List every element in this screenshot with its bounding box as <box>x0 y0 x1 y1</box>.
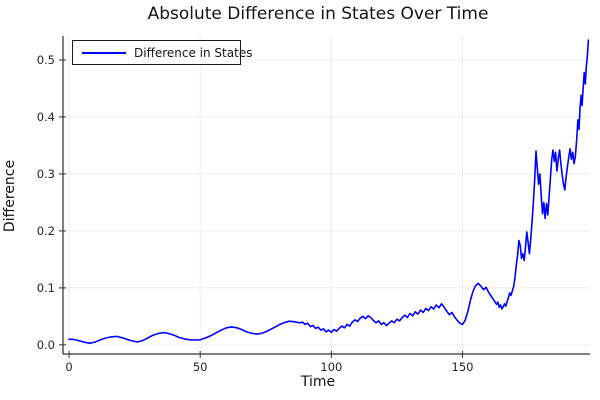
x-tick-label: 50 <box>193 360 208 374</box>
y-tick-label: 0.1 <box>37 281 55 295</box>
x-tick-label: 0 <box>65 360 72 374</box>
x-tick-label: 150 <box>452 360 474 374</box>
legend: Difference in States <box>72 40 252 65</box>
legend-line-sample <box>82 51 126 54</box>
y-axis-label: Difference <box>2 159 18 233</box>
y-tick-label: 0.4 <box>37 110 55 124</box>
y-tick-label: 0.5 <box>37 53 55 67</box>
chart-title: Absolute Difference in States Over Time <box>147 4 489 24</box>
x-tick-label: 100 <box>320 360 342 374</box>
legend-entry-label: Difference in States <box>134 45 253 60</box>
x-axis-label: Time <box>300 374 336 390</box>
y-tick-label: 0.3 <box>37 167 55 181</box>
y-tick-label: 0.0 <box>37 338 55 352</box>
y-tick-label: 0.2 <box>37 224 55 238</box>
series-line <box>68 39 590 345</box>
